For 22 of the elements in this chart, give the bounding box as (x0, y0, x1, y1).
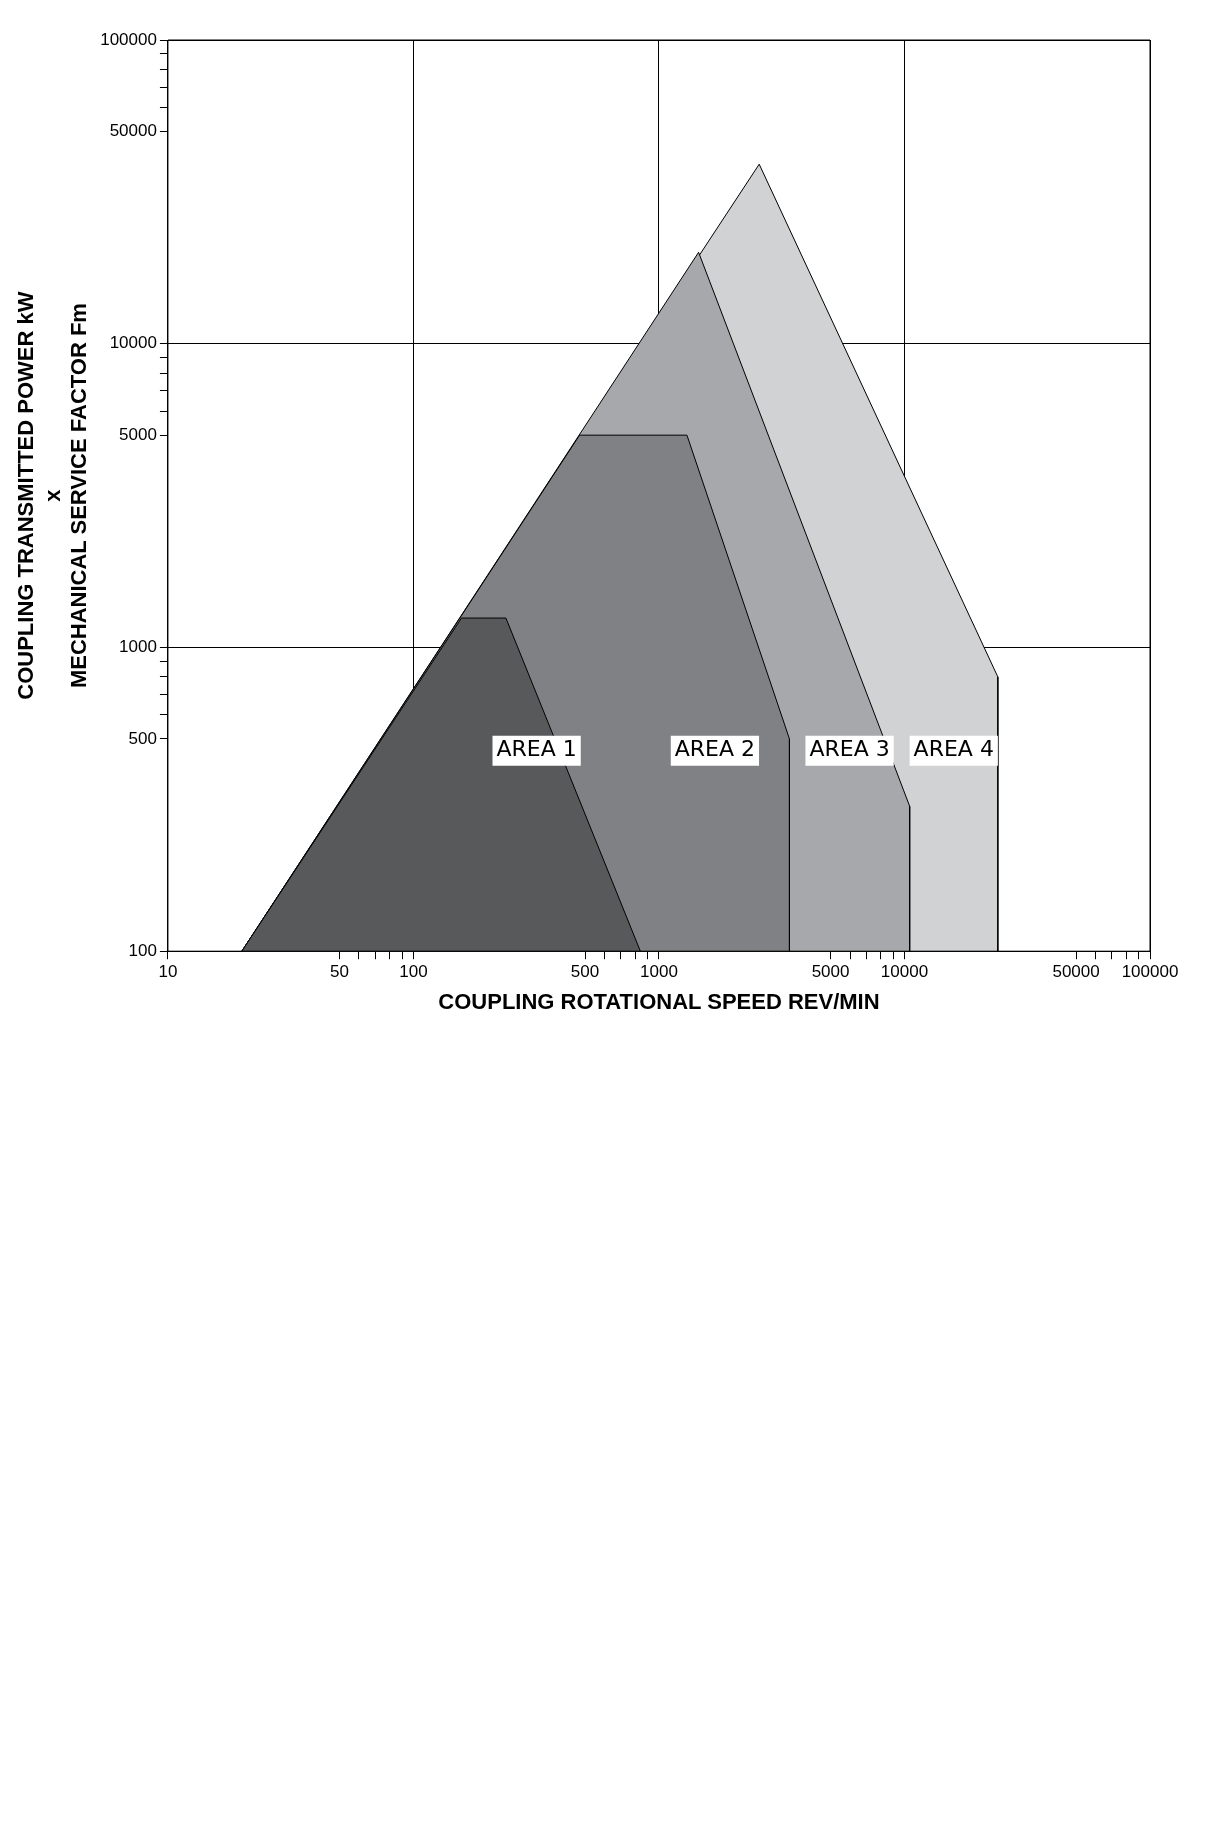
x-tick-label: 100000 (1121, 962, 1179, 982)
series-label: AREA 2 (674, 736, 756, 762)
series-label: AREA 3 (809, 736, 890, 762)
x-tick-label: 10 (158, 962, 178, 982)
series-label: AREA 4 (913, 736, 994, 762)
x-tick-label: 5000 (811, 962, 850, 982)
y-axis-title: COUPLING TRANSMITTED POWER kW x MECHANICAL SERVICE FACTOR Fm (13, 291, 92, 700)
y-tick-label: 1000 (119, 637, 157, 657)
x-tick-label: 10000 (880, 962, 929, 982)
x-tick-label: 50 (330, 962, 349, 982)
x-tick-label: 100 (399, 962, 428, 982)
x-tick-label: 500 (570, 962, 600, 982)
x-tick-label: 50000 (1052, 962, 1100, 982)
y-tick-label: 10000 (109, 333, 157, 353)
x-axis-title: COUPLING ROTATIONAL SPEED REV/MIN (438, 988, 880, 1014)
y-tick-label: 50000 (109, 121, 157, 141)
y-tick-label: 5000 (119, 424, 157, 444)
y-tick-label: 100 (128, 940, 157, 960)
series-label: AREA 1 (496, 736, 577, 762)
y-tick-label: 100000 (100, 29, 157, 49)
y-tick-label: 500 (128, 728, 157, 748)
x-tick-label: 1000 (640, 962, 678, 982)
